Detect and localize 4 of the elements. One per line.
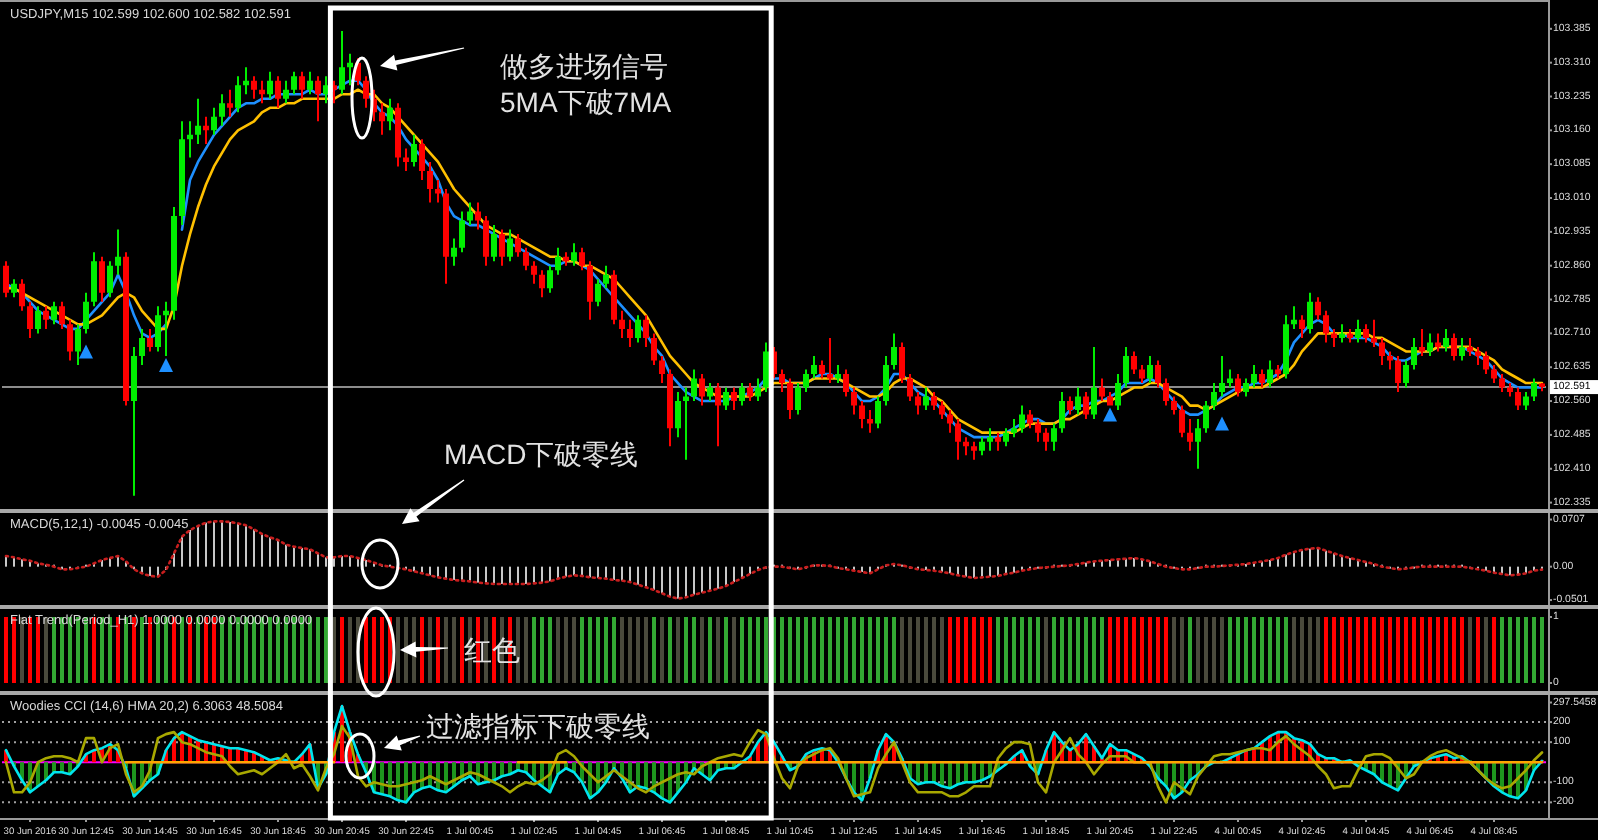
annotation: MACD下破零线	[444, 438, 639, 470]
annotation: 做多进场信号	[500, 50, 668, 82]
annotation: 5MA下破7MA	[500, 86, 673, 118]
annotation: 过滤指标下破零线	[426, 710, 650, 742]
